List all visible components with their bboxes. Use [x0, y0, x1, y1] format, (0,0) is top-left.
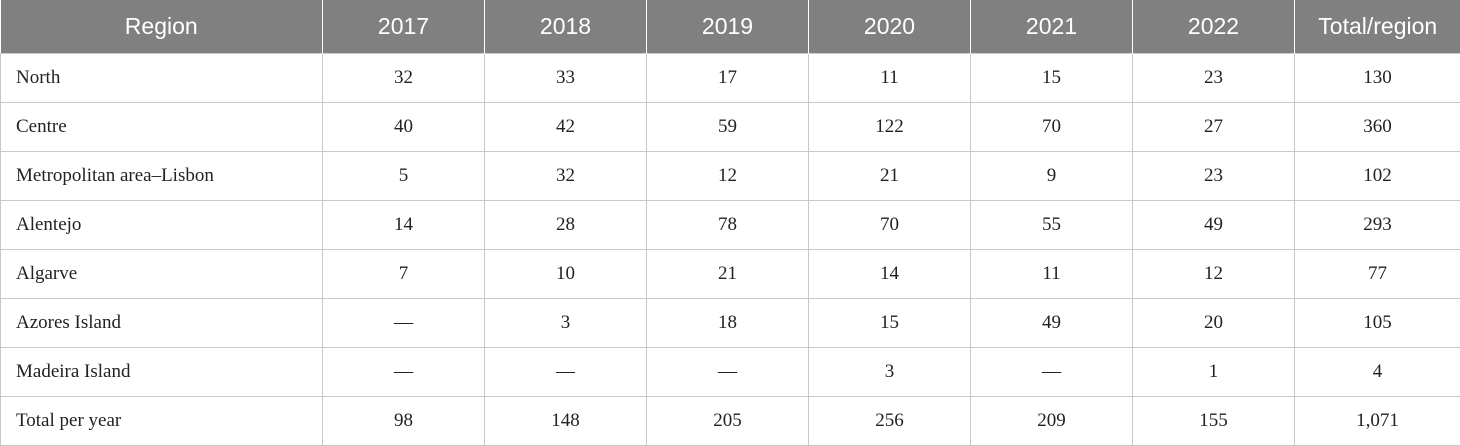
table-cell: 49: [971, 299, 1133, 348]
row-label: North: [1, 54, 323, 103]
row-label: Metropolitan area–Lisbon: [1, 152, 323, 201]
row-total: 293: [1295, 201, 1460, 250]
row-total: 360: [1295, 103, 1460, 152]
table-cell: 3: [485, 299, 647, 348]
row-label: Total per year: [1, 397, 323, 446]
table-cell: 155: [1133, 397, 1295, 446]
table-cell: 21: [647, 250, 809, 299]
table-cell: 21: [809, 152, 971, 201]
header-2019: 2019: [647, 0, 809, 54]
table-cell: 148: [485, 397, 647, 446]
header-row: Region 2017 2018 2019 2020 2021 2022 Tot…: [1, 0, 1460, 54]
table-cell: —: [971, 348, 1133, 397]
totals-row: Total per year 98 148 205 256 209 155 1,…: [1, 397, 1460, 446]
header-2018: 2018: [485, 0, 647, 54]
row-total: 102: [1295, 152, 1460, 201]
table-row: Madeira Island — — — 3 — 1 4: [1, 348, 1460, 397]
row-label: Centre: [1, 103, 323, 152]
table-cell: 23: [1133, 54, 1295, 103]
table-cell: 17: [647, 54, 809, 103]
header-total-region: Total/region: [1295, 0, 1460, 54]
table-cell: 33: [485, 54, 647, 103]
row-total: 105: [1295, 299, 1460, 348]
table-header: Region 2017 2018 2019 2020 2021 2022 Tot…: [1, 0, 1460, 54]
table-cell: 40: [323, 103, 485, 152]
table-cell: 5: [323, 152, 485, 201]
table-cell: 7: [323, 250, 485, 299]
table-cell: 98: [323, 397, 485, 446]
table-cell: 3: [809, 348, 971, 397]
table-cell: 28: [485, 201, 647, 250]
table-cell: 55: [971, 201, 1133, 250]
table-cell: 18: [647, 299, 809, 348]
row-label: Madeira Island: [1, 348, 323, 397]
table-cell: 9: [971, 152, 1133, 201]
row-label: Alentejo: [1, 201, 323, 250]
grand-total: 1,071: [1295, 397, 1460, 446]
table-cell: 32: [485, 152, 647, 201]
table-row: Centre 40 42 59 122 70 27 360: [1, 103, 1460, 152]
table-cell: —: [323, 348, 485, 397]
header-region: Region: [1, 0, 323, 54]
table-cell: 12: [1133, 250, 1295, 299]
table-cell: 42: [485, 103, 647, 152]
table-cell: 122: [809, 103, 971, 152]
table-cell: 1: [1133, 348, 1295, 397]
table-cell: 10: [485, 250, 647, 299]
table-cell: —: [647, 348, 809, 397]
table-cell: 59: [647, 103, 809, 152]
table-cell: 15: [809, 299, 971, 348]
table-row: Azores Island — 3 18 15 49 20 105: [1, 299, 1460, 348]
table-cell: 20: [1133, 299, 1295, 348]
header-2021: 2021: [971, 0, 1133, 54]
row-label: Azores Island: [1, 299, 323, 348]
table-cell: 70: [809, 201, 971, 250]
table-cell: 205: [647, 397, 809, 446]
row-label: Algarve: [1, 250, 323, 299]
table-cell: 23: [1133, 152, 1295, 201]
table-cell: 78: [647, 201, 809, 250]
header-2017: 2017: [323, 0, 485, 54]
table-row: Metropolitan area–Lisbon 5 32 12 21 9 23…: [1, 152, 1460, 201]
table-cell: —: [485, 348, 647, 397]
table-cell: —: [323, 299, 485, 348]
table-cell: 12: [647, 152, 809, 201]
table-body: North 32 33 17 11 15 23 130 Centre 40 42…: [1, 54, 1460, 446]
table-cell: 11: [971, 250, 1133, 299]
row-total: 130: [1295, 54, 1460, 103]
table-row: Alentejo 14 28 78 70 55 49 293: [1, 201, 1460, 250]
header-2020: 2020: [809, 0, 971, 54]
table-cell: 32: [323, 54, 485, 103]
table-row: Algarve 7 10 21 14 11 12 77: [1, 250, 1460, 299]
header-2022: 2022: [1133, 0, 1295, 54]
row-total: 4: [1295, 348, 1460, 397]
table-cell: 49: [1133, 201, 1295, 250]
table-cell: 14: [323, 201, 485, 250]
table-cell: 70: [971, 103, 1133, 152]
table-cell: 256: [809, 397, 971, 446]
table-row: North 32 33 17 11 15 23 130: [1, 54, 1460, 103]
table-cell: 27: [1133, 103, 1295, 152]
table-cell: 15: [971, 54, 1133, 103]
table-cell: 209: [971, 397, 1133, 446]
table-cell: 11: [809, 54, 971, 103]
row-total: 77: [1295, 250, 1460, 299]
table-cell: 14: [809, 250, 971, 299]
